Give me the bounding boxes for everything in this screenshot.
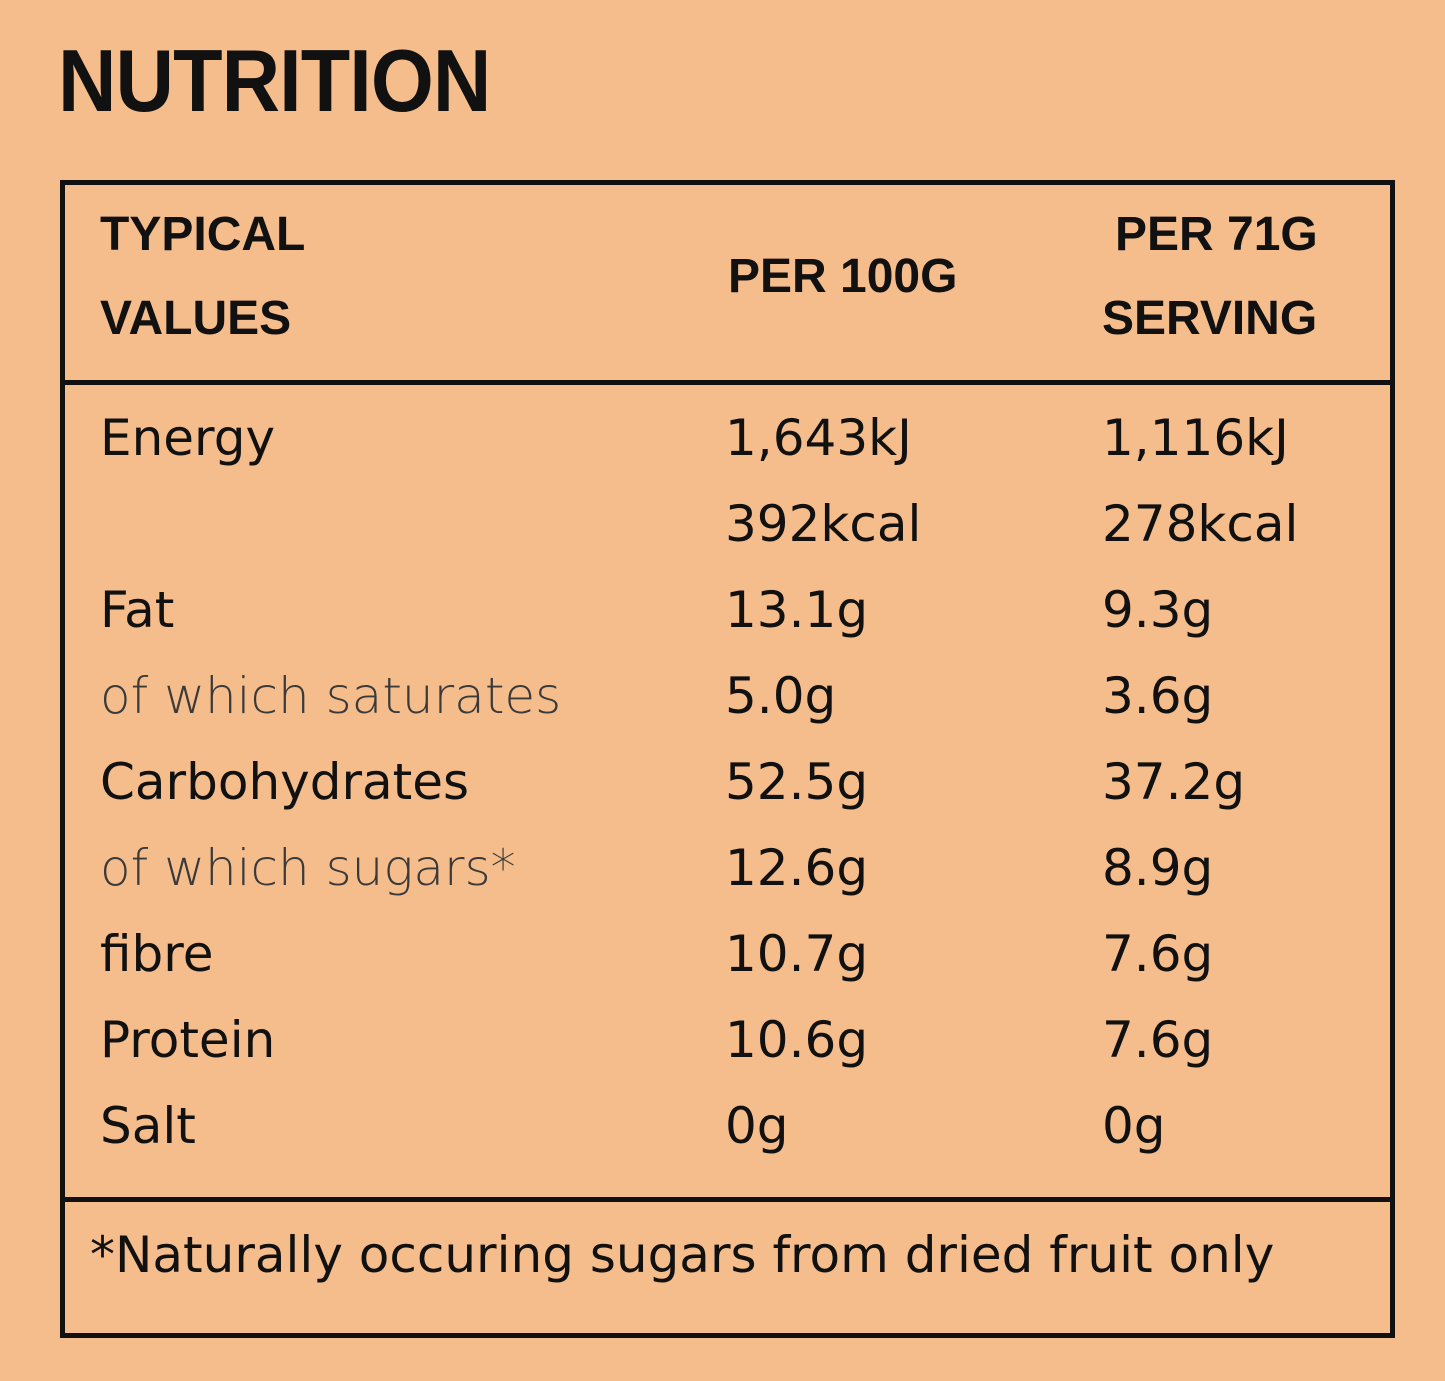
per-serving-value: 7.6g (1102, 1011, 1214, 1069)
nutrient-label: of which saturates (100, 667, 562, 725)
nutrient-label: Salt (100, 1097, 196, 1155)
per-serving-value: 3.6g (1102, 667, 1214, 725)
table-row: Carbohydrates 52.5g 37.2g (65, 739, 1390, 825)
per-serving-value: 278kcal (1102, 495, 1299, 553)
header-per-100g: PER 100G (728, 250, 958, 303)
table-row: of which saturates 5.0g 3.6g (65, 653, 1390, 739)
per-100g-value: 13.1g (725, 581, 869, 639)
per-100g-value: 392kcal (725, 495, 922, 553)
page-title: NUTRITION (58, 31, 491, 130)
nutrient-label: Fat (100, 581, 175, 639)
per-serving-value: 8.9g (1102, 839, 1214, 897)
table-row: of which sugars* 12.6g 8.9g (65, 825, 1390, 911)
per-serving-value: 37.2g (1102, 753, 1246, 811)
nutrition-table: TYPICAL VALUES PER 100G PER 71G SERVING … (60, 180, 1395, 1338)
per-serving-value: 9.3g (1102, 581, 1214, 639)
table-row: fibre 10.7g 7.6g (65, 911, 1390, 997)
table-row: Salt 0g 0g (65, 1083, 1390, 1169)
per-100g-value: 5.0g (725, 667, 837, 725)
per-serving-value: 0g (1102, 1097, 1166, 1155)
per-serving-value: 1,116kJ (1102, 409, 1289, 467)
nutrient-label: fibre (100, 925, 214, 983)
nutrient-label: Carbohydrates (100, 753, 470, 811)
header-per-serving-line1: PER 71G (1115, 208, 1318, 261)
header-typical-values-line1: TYPICAL (100, 208, 306, 261)
header-per-serving-line2: SERVING (1102, 292, 1318, 345)
per-100g-value: 10.6g (725, 1011, 869, 1069)
table-row: 392kcal 278kcal (65, 481, 1390, 567)
nutrient-label: Protein (100, 1011, 276, 1069)
per-100g-value: 52.5g (725, 753, 869, 811)
nutrient-label: of which sugars* (100, 839, 516, 897)
per-100g-value: 12.6g (725, 839, 869, 897)
table-row: Energy 1,643kJ 1,116kJ (65, 395, 1390, 481)
nutrient-label: Energy (100, 409, 276, 467)
per-100g-value: 10.7g (725, 925, 869, 983)
table-row: Fat 13.1g 9.3g (65, 567, 1390, 653)
table-header: TYPICAL VALUES PER 100G PER 71G SERVING (65, 185, 1390, 385)
per-100g-value: 1,643kJ (725, 409, 912, 467)
table-footer: *Naturally occuring sugars from dried fr… (65, 1197, 1390, 1338)
footnote: *Naturally occuring sugars from dried fr… (90, 1226, 1275, 1284)
per-100g-value: 0g (725, 1097, 789, 1155)
table-row: Protein 10.6g 7.6g (65, 997, 1390, 1083)
header-typical-values-line2: VALUES (100, 292, 292, 345)
per-serving-value: 7.6g (1102, 925, 1214, 983)
